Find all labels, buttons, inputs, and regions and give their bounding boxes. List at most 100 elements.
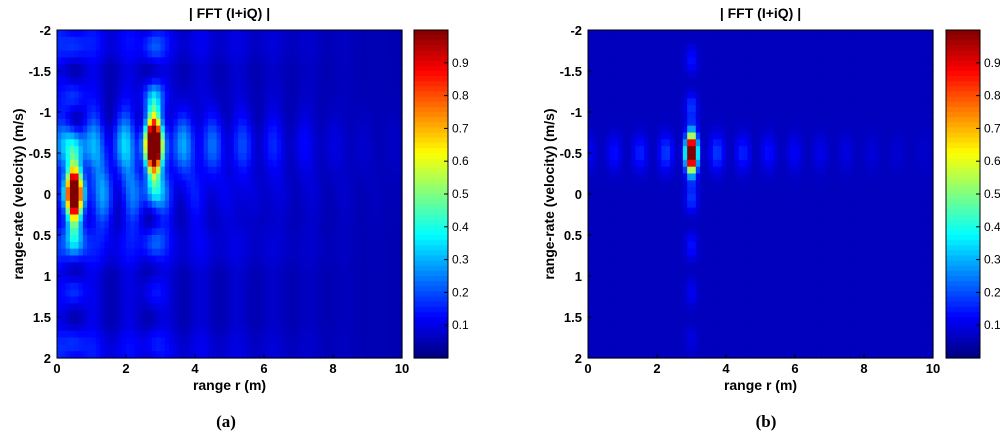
heatmap-cell: [78, 310, 84, 318]
heatmap-cell: [151, 91, 157, 99]
heatmap-cell: [358, 153, 364, 161]
heatmap-cell: [69, 337, 75, 345]
heatmap-cell: [596, 91, 602, 99]
heatmap-cell: [289, 317, 295, 325]
heatmap-cell: [328, 57, 334, 65]
heatmap-cell: [246, 330, 252, 339]
heatmap-cell: [380, 337, 386, 345]
heatmap-cell: [220, 323, 226, 332]
heatmap-cell: [648, 317, 654, 325]
heatmap-cell: [113, 112, 118, 120]
heatmap-cell: [294, 77, 300, 86]
heatmap-cell: [259, 228, 265, 236]
heatmap-cell: [393, 173, 399, 181]
heatmap-cell: [661, 43, 667, 52]
heatmap-cell: [626, 105, 632, 113]
heatmap-cell: [665, 64, 671, 72]
heatmap-cell: [380, 91, 386, 99]
heatmap-cell: [324, 153, 330, 161]
heatmap-cell: [397, 344, 403, 352]
heatmap-cell: [337, 36, 343, 45]
heatmap-cell: [186, 50, 192, 58]
heatmap-cell: [91, 125, 97, 134]
heatmap-cell: [669, 132, 675, 140]
heatmap-cell: [190, 153, 196, 161]
heatmap-cell: [652, 146, 658, 154]
heatmap-cell: [588, 303, 593, 311]
heatmap-cell: [354, 323, 360, 332]
heatmap-cell: [147, 200, 153, 209]
heatmap-cell: [216, 146, 222, 154]
heatmap-cell: [657, 159, 662, 168]
heatmap-cell: [605, 330, 611, 339]
heatmap-cell: [618, 91, 624, 99]
heatmap-cell: [255, 43, 261, 52]
heatmap-cell: [652, 303, 658, 311]
heatmap-cell: [246, 132, 252, 140]
heatmap-cell: [264, 194, 269, 202]
heatmap-cell: [613, 228, 619, 236]
heatmap-cell: [311, 77, 317, 86]
heatmap-cell: [220, 166, 226, 175]
heatmap-cell: [57, 241, 62, 250]
heatmap-cell: [108, 98, 114, 106]
heatmap-cell: [669, 276, 675, 284]
heatmap-cell: [65, 180, 71, 188]
heatmap-cell: [117, 241, 123, 250]
heatmap-cell: [190, 146, 196, 154]
heatmap-cell: [613, 118, 619, 127]
heatmap-cell: [169, 241, 175, 250]
heatmap-cell: [294, 173, 300, 181]
heatmap-cell: [596, 30, 602, 38]
heatmap-cell: [341, 84, 347, 93]
heatmap-cell: [57, 282, 62, 291]
heatmap-cell: [639, 235, 645, 243]
heatmap-cell: [207, 255, 213, 263]
heatmap-cell: [341, 248, 347, 257]
heatmap-cell: [665, 77, 671, 86]
heatmap-cell: [113, 187, 118, 195]
heatmap-cell: [151, 43, 157, 52]
heatmap-cell: [631, 43, 637, 52]
heatmap-cell: [143, 351, 149, 359]
heatmap-cell: [91, 98, 97, 106]
figure-b: 0 2 4 6 8 10 -2 -1.5 -1 -0.5 0 0.5 1 1.5 2 | FFT (I+iQ)…: [500, 0, 1000, 441]
heatmap-cell: [199, 241, 205, 250]
heatmap-cell: [302, 262, 308, 270]
heatmap-cell: [212, 77, 218, 86]
heatmap-cell: [674, 344, 680, 352]
heatmap-cell: [229, 36, 235, 45]
heatmap-cell: [108, 77, 114, 86]
heatmap-cell: [186, 91, 192, 99]
heatmap-cell: [622, 235, 628, 243]
heatmap-cell: [220, 269, 226, 277]
heatmap-cell: [225, 248, 231, 257]
heatmap-cell: [281, 139, 287, 147]
heatmap-cell: [74, 207, 80, 216]
heatmap-cell: [588, 241, 593, 250]
heatmap-cell: [669, 228, 675, 236]
heatmap-cell: [220, 194, 226, 202]
heatmap-cell: [212, 276, 218, 284]
heatmap-cell: [622, 57, 628, 65]
heatmap-cell: [367, 351, 373, 359]
heatmap-cell: [246, 64, 252, 72]
heatmap-cell: [203, 248, 209, 257]
heatmap-cell: [302, 214, 308, 222]
heatmap-cell: [203, 105, 209, 113]
heatmap-cell: [195, 276, 200, 284]
heatmap-cell: [613, 262, 619, 270]
heatmap-cell: [669, 125, 675, 134]
heatmap-cell: [592, 262, 598, 270]
heatmap-cell: [138, 194, 144, 202]
heatmap-cell: [592, 194, 598, 202]
heatmap-cell: [91, 50, 97, 58]
heatmap-cell: [294, 296, 300, 304]
heatmap-cell: [195, 221, 200, 229]
heatmap-cell: [151, 337, 157, 345]
heatmap-cell: [644, 43, 649, 52]
heatmap-cell: [190, 323, 196, 332]
heatmap-cell: [182, 296, 187, 304]
heatmap-cell: [674, 139, 680, 147]
heatmap-cell: [117, 330, 123, 339]
